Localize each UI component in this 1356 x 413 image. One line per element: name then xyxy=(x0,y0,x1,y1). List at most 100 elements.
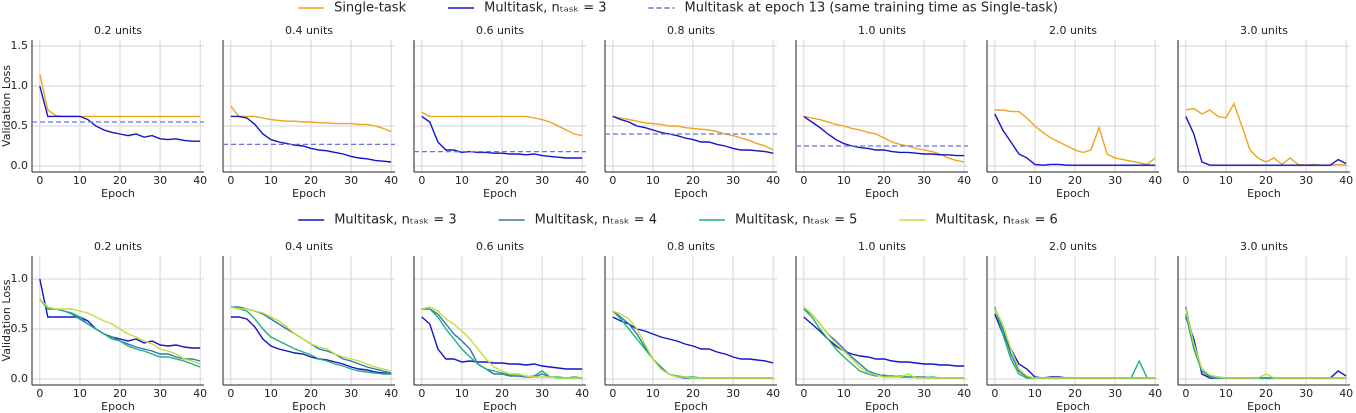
legend-label: Single-task xyxy=(334,1,406,16)
x-tick-label: 10 xyxy=(264,387,278,400)
subplot-title: 1.0 units xyxy=(858,24,906,37)
x-tick-label: 20 xyxy=(1259,387,1273,400)
subplot-title: 0.4 units xyxy=(285,240,333,253)
subplot-title: 3.0 units xyxy=(1240,24,1288,37)
x-tick-label: 10 xyxy=(455,174,469,187)
x-tick-label: 10 xyxy=(455,387,469,400)
x-axis-label: Epoch xyxy=(101,400,135,413)
x-tick-label: 40 xyxy=(1339,387,1353,400)
subplot-title: 2.0 units xyxy=(1049,24,1097,37)
x-tick-label: 10 xyxy=(264,174,278,187)
x-tick-label: 30 xyxy=(726,174,740,187)
x-tick-label: 30 xyxy=(1108,387,1122,400)
x-axis-label: Epoch xyxy=(101,187,135,200)
x-tick-label: 40 xyxy=(575,387,589,400)
x-tick-label: 0 xyxy=(227,387,234,400)
series-line xyxy=(1185,308,1347,379)
series-line xyxy=(421,111,583,137)
subplot-title: 0.4 units xyxy=(285,24,333,37)
x-tick-label: 20 xyxy=(1259,174,1273,187)
x-tick-label: 20 xyxy=(1068,387,1082,400)
series-line xyxy=(39,298,201,368)
x-tick-label: 0 xyxy=(800,387,807,400)
x-tick-label: 10 xyxy=(1219,387,1233,400)
x-tick-label: 10 xyxy=(646,387,660,400)
x-tick-label: 0 xyxy=(1182,174,1189,187)
x-axis-label: Epoch xyxy=(1056,400,1090,413)
x-axis-label: Epoch xyxy=(1247,400,1281,413)
x-tick-label: 20 xyxy=(686,387,700,400)
legend-item: Single-task xyxy=(298,1,407,16)
x-tick-label: 30 xyxy=(917,387,931,400)
legend-label: Multitask, nₜₐₛₖ = 3 xyxy=(334,213,456,228)
x-tick-label: 0 xyxy=(227,174,234,187)
subplot-title: 3.0 units xyxy=(1240,240,1288,253)
x-axis-label: Epoch xyxy=(865,187,899,200)
legend-label: Multitask, nₜₐₛₖ = 6 xyxy=(935,213,1057,228)
x-tick-label: 0 xyxy=(991,387,998,400)
x-tick-label: 0 xyxy=(36,174,43,187)
x-tick-label: 10 xyxy=(1028,387,1042,400)
x-axis-label: Epoch xyxy=(292,400,326,413)
y-tick-label: 1.0 xyxy=(11,79,29,92)
x-tick-label: 40 xyxy=(193,387,207,400)
x-tick-label: 30 xyxy=(726,387,740,400)
subplot-title: 0.2 units xyxy=(94,24,142,37)
legend-item: Multitask, nₜₐₛₖ = 3 xyxy=(448,1,606,16)
x-axis-label: Epoch xyxy=(865,400,899,413)
legend-label: Multitask at epoch 13 (same training tim… xyxy=(684,1,1057,16)
legend-label: Multitask, nₜₐₛₖ = 5 xyxy=(735,213,857,228)
legend-item: Multitask, nₜₐₛₖ = 6 xyxy=(899,213,1058,228)
subplot-title: 0.8 units xyxy=(667,24,715,37)
x-tick-label: 40 xyxy=(384,174,398,187)
series-line xyxy=(230,115,392,163)
series-line xyxy=(230,306,392,375)
series-line xyxy=(230,316,392,375)
series-line xyxy=(803,115,965,157)
series-line xyxy=(39,298,201,365)
x-tick-label: 20 xyxy=(113,387,127,400)
x-tick-label: 40 xyxy=(766,387,780,400)
legend: Single-task Multitask, nₜₐₛₖ = 3 Multitask… xyxy=(298,1,1058,16)
legend-item: Multitask, nₜₐₛₖ = 3 xyxy=(298,213,457,228)
x-tick-label: 20 xyxy=(1068,174,1082,187)
x-tick-label: 30 xyxy=(535,174,549,187)
x-tick-label: 30 xyxy=(1299,174,1313,187)
y-tick-label: 0.0 xyxy=(11,372,29,385)
x-tick-label: 40 xyxy=(193,174,207,187)
series-line xyxy=(230,306,392,372)
series-line xyxy=(994,308,1156,379)
x-tick-label: 0 xyxy=(418,174,425,187)
x-tick-label: 20 xyxy=(304,174,318,187)
y-tick-label: 1.0 xyxy=(11,272,29,285)
x-tick-label: 0 xyxy=(1182,387,1189,400)
subplot-title: 0.6 units xyxy=(476,24,524,37)
series-line xyxy=(994,113,1156,166)
series-line xyxy=(230,105,392,133)
x-tick-label: 10 xyxy=(646,174,660,187)
x-tick-label: 40 xyxy=(957,387,971,400)
x-axis-label: Epoch xyxy=(483,187,517,200)
x-tick-label: 10 xyxy=(1219,174,1233,187)
y-tick-label: 1.5 xyxy=(11,39,29,52)
x-tick-label: 40 xyxy=(957,174,971,187)
series-line xyxy=(421,306,583,379)
x-axis-label: Epoch xyxy=(1056,187,1090,200)
subplot-title: 0.8 units xyxy=(667,240,715,253)
x-tick-label: 40 xyxy=(384,387,398,400)
x-tick-label: 0 xyxy=(418,387,425,400)
y-tick-label: 0.5 xyxy=(11,322,29,335)
series-line xyxy=(39,278,201,349)
x-tick-label: 0 xyxy=(991,174,998,187)
series-line xyxy=(612,115,774,151)
x-tick-label: 30 xyxy=(344,174,358,187)
x-tick-label: 20 xyxy=(495,387,509,400)
x-axis-label: Epoch xyxy=(1247,187,1281,200)
x-tick-label: 20 xyxy=(304,387,318,400)
series-line xyxy=(612,115,774,154)
y-axis-label: Validation Loss xyxy=(0,279,13,361)
x-tick-label: 10 xyxy=(837,174,851,187)
x-tick-label: 0 xyxy=(609,387,616,400)
series-line xyxy=(803,306,965,379)
series-line xyxy=(39,85,201,142)
